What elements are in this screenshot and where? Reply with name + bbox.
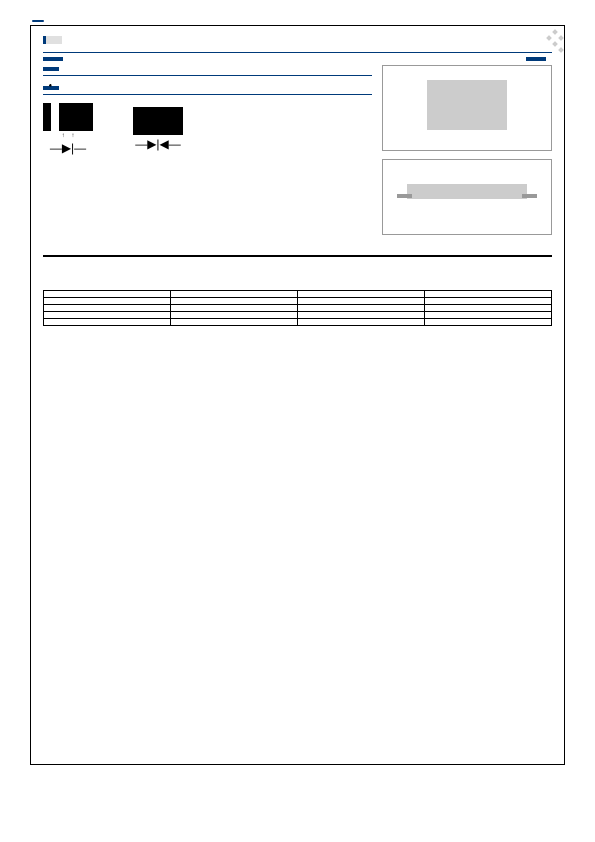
table-row	[44, 297, 552, 304]
page-content: ↑ ↑ —▶|— —▶|◀—	[30, 25, 565, 765]
unipolar-icon	[43, 103, 93, 131]
bipolar-diagram: —▶|◀—	[133, 107, 183, 151]
breakdown-badge	[43, 57, 63, 61]
decorative-dots-top	[535, 30, 565, 60]
ratings-table	[43, 290, 552, 326]
table-row	[44, 318, 552, 325]
features-header	[43, 67, 59, 71]
col-symbol	[171, 290, 298, 297]
polarity-diagrams: ↑ ↑ —▶|— —▶|◀—	[43, 103, 372, 155]
logo	[30, 20, 565, 22]
unipolar-diagram: ↑ ↑ —▶|—	[43, 103, 93, 155]
diode-symbol-icon: —▶|—	[43, 141, 93, 155]
col-rating	[44, 290, 171, 297]
package-drawings	[382, 65, 552, 243]
spec-row	[43, 57, 552, 61]
table-row	[44, 304, 552, 311]
bidir-diode-icon: —▶|◀—	[133, 137, 183, 151]
bipolar-section-title	[43, 253, 552, 257]
col-value	[298, 290, 425, 297]
logo-jit	[32, 20, 44, 22]
bipolar-icon	[133, 107, 183, 135]
package-top-view	[382, 65, 552, 151]
bipolar-text	[43, 261, 552, 272]
col-units	[425, 290, 552, 297]
part-number-title	[43, 36, 62, 44]
package-side-view	[382, 159, 552, 235]
table-row	[44, 311, 552, 318]
